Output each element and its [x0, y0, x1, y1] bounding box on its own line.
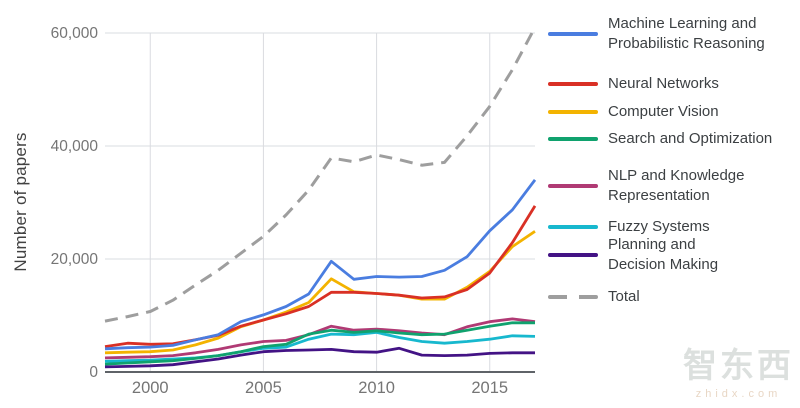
- legend-swatch-icon: [548, 225, 598, 229]
- legend-swatch-icon: [548, 253, 598, 257]
- y-tick-label: 20,000: [51, 251, 99, 268]
- legend-swatch-icon: [548, 184, 598, 188]
- legend-item-fuzzy-systems: Fuzzy Systems: [548, 217, 800, 237]
- legend-item-computer-vision: Computer Vision: [548, 102, 800, 122]
- legend-label: Search and Optimization: [608, 130, 773, 147]
- series-line-fuzzy-systems: [104, 330, 536, 363]
- legend-label: Total: [608, 288, 640, 305]
- legend-label: NLP and Knowledge Representation: [608, 167, 745, 204]
- series-line-computer-vision: [104, 230, 536, 355]
- series-line-total: [104, 26, 537, 323]
- chart-legend: Machine Learning and Probabilistic Reason…: [548, 0, 800, 408]
- legend-item-planning-and-decision-making: Planning and Decision Making: [548, 235, 800, 275]
- series-line-planning-and-decision-making: [104, 346, 535, 369]
- legend-label: Planning and Decision Making: [608, 236, 719, 273]
- x-tick-label: 2010: [358, 379, 395, 397]
- legend-item-search-and-optimization: Search and Optimization: [548, 129, 800, 149]
- legend-label: Computer Vision: [608, 103, 719, 120]
- legend-item-total: Total: [548, 287, 800, 307]
- legend-swatch-icon: [548, 32, 598, 36]
- legend-item-nlp-and-knowledge-representation: NLP and Knowledge Representation: [548, 166, 800, 206]
- x-tick-label: 2015: [471, 379, 508, 397]
- y-tick-label: 0: [89, 364, 98, 381]
- legend-swatch-icon: [548, 110, 598, 114]
- series-line-search-and-optimization: [104, 321, 535, 366]
- legend-item-machine-learning-and-probabilistic-reasoning: Machine Learning and Probabilistic Reason…: [548, 14, 800, 54]
- dashed-legend-swatch-icon: [548, 295, 598, 299]
- legend-label: Fuzzy Systems: [608, 218, 710, 235]
- series-line-machine-learning-and-probabilistic-reasoning: [104, 179, 537, 351]
- legend-label: Neural Networks: [608, 75, 719, 92]
- legend-item-neural-networks: Neural Networks: [548, 74, 800, 94]
- y-tick-label: 40,000: [51, 138, 99, 155]
- legend-swatch-icon: [548, 82, 598, 86]
- x-tick-label: 2000: [132, 379, 169, 397]
- legend-label: Machine Learning and Probabilistic Reason…: [608, 15, 765, 52]
- legend-swatch-icon: [548, 137, 598, 141]
- y-tick-label: 60,000: [51, 25, 99, 42]
- series-line-nlp-and-knowledge-representation: [104, 317, 536, 360]
- x-tick-label: 2005: [245, 379, 282, 397]
